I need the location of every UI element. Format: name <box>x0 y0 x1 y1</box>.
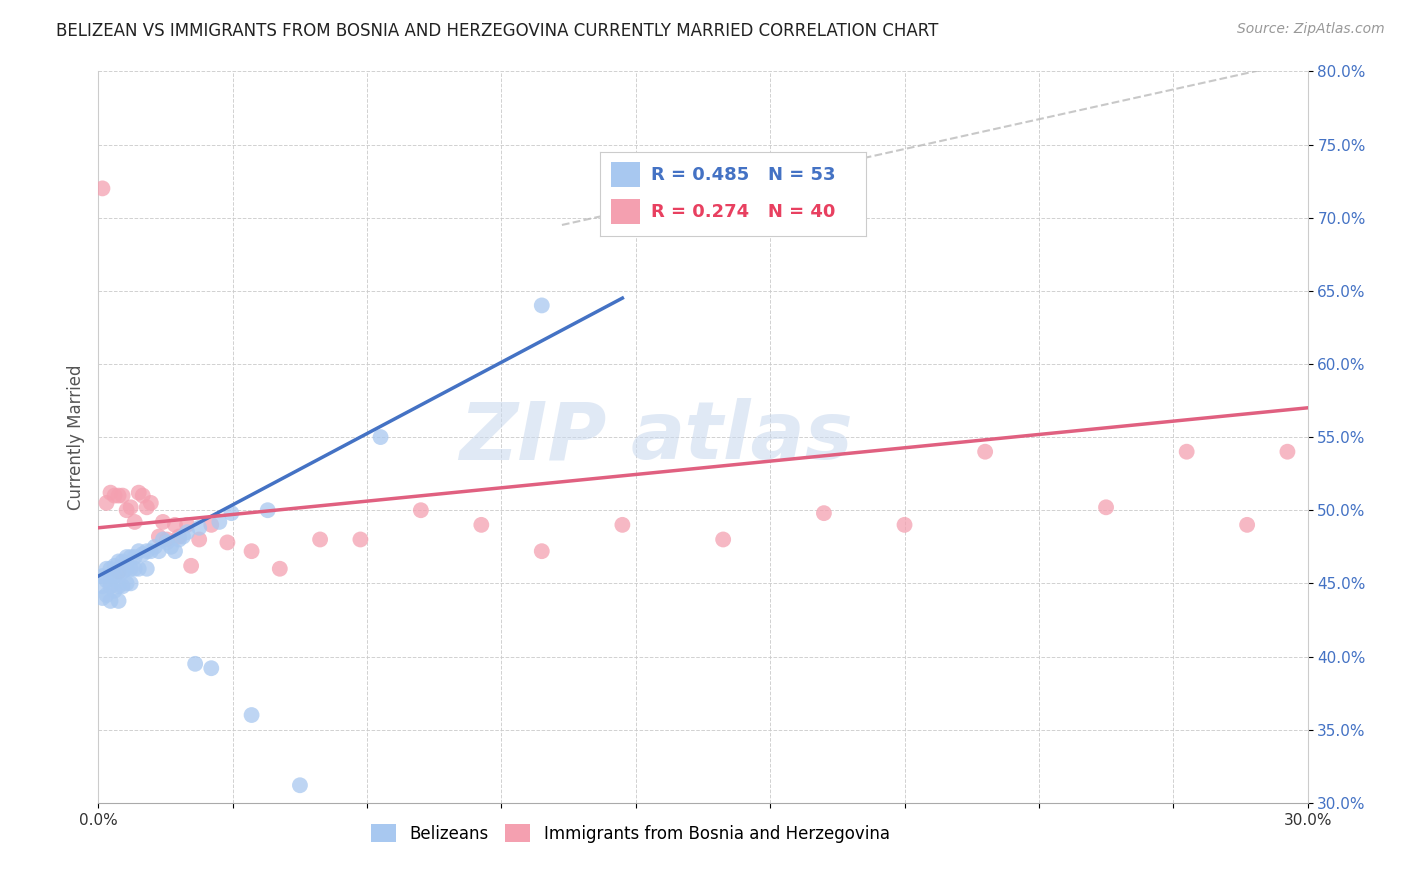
Point <box>221 506 243 520</box>
Point <box>120 576 142 591</box>
Point <box>107 554 129 568</box>
Point <box>107 594 129 608</box>
Point <box>91 591 114 605</box>
Point <box>349 533 371 547</box>
Point <box>107 579 129 593</box>
Point <box>124 549 146 564</box>
Point <box>120 500 142 515</box>
Point <box>200 661 222 675</box>
Point <box>103 489 125 503</box>
Text: Source: ZipAtlas.com: Source: ZipAtlas.com <box>1237 22 1385 37</box>
Point <box>1236 517 1258 532</box>
Point <box>184 657 207 671</box>
Point <box>172 530 194 544</box>
Point <box>188 521 211 535</box>
Point <box>217 535 239 549</box>
Point <box>530 298 553 312</box>
Point <box>893 517 915 532</box>
Point <box>120 562 142 576</box>
Point <box>96 574 118 588</box>
Point <box>530 544 553 558</box>
Point <box>103 583 125 598</box>
Point <box>208 515 231 529</box>
Point <box>91 579 114 593</box>
Point <box>167 530 190 544</box>
Point <box>163 544 186 558</box>
Point <box>115 549 138 564</box>
Point <box>974 444 997 458</box>
Point <box>115 503 138 517</box>
Point <box>124 515 146 529</box>
Point <box>370 430 392 444</box>
Point <box>409 503 432 517</box>
Point <box>135 562 157 576</box>
Point <box>115 562 138 576</box>
Point <box>1095 500 1118 515</box>
Point <box>240 544 263 558</box>
Y-axis label: Currently Married: Currently Married <box>66 364 84 510</box>
Point <box>111 565 134 579</box>
Point <box>160 540 183 554</box>
Point <box>103 569 125 583</box>
Text: ZIP: ZIP <box>458 398 606 476</box>
Point <box>128 485 150 500</box>
Point <box>111 554 134 568</box>
Point <box>1175 444 1198 458</box>
Point <box>176 525 198 540</box>
Point <box>148 530 170 544</box>
Point <box>163 517 186 532</box>
Point <box>256 503 278 517</box>
Point <box>1277 444 1299 458</box>
Point <box>115 576 138 591</box>
Text: atlas: atlas <box>630 398 853 476</box>
Point <box>120 549 142 564</box>
Point <box>176 517 198 532</box>
Point <box>288 778 311 792</box>
Point <box>124 562 146 576</box>
Point <box>813 506 835 520</box>
Point <box>711 533 734 547</box>
Point <box>100 485 122 500</box>
Point <box>135 500 157 515</box>
Point <box>100 579 122 593</box>
Point <box>152 533 174 547</box>
Point <box>91 181 114 195</box>
Point <box>188 533 211 547</box>
Point <box>96 588 118 602</box>
Point <box>111 489 134 503</box>
Point <box>135 544 157 558</box>
Point <box>132 489 155 503</box>
Point <box>96 496 118 510</box>
Text: BELIZEAN VS IMMIGRANTS FROM BOSNIA AND HERZEGOVINA CURRENTLY MARRIED CORRELATION: BELIZEAN VS IMMIGRANTS FROM BOSNIA AND H… <box>56 22 939 40</box>
Point <box>200 517 222 532</box>
Point <box>128 562 150 576</box>
Point <box>128 544 150 558</box>
Point <box>139 496 162 510</box>
Point <box>103 558 125 573</box>
Point <box>139 544 162 558</box>
Point <box>470 517 492 532</box>
Legend: Belizeans, Immigrants from Bosnia and Herzegovina: Belizeans, Immigrants from Bosnia and He… <box>364 818 897 849</box>
Point <box>152 515 174 529</box>
Point <box>612 517 634 532</box>
Point <box>132 547 155 561</box>
Point <box>269 562 291 576</box>
Point <box>107 489 129 503</box>
Point <box>100 594 122 608</box>
Point <box>143 540 166 554</box>
Point <box>91 569 114 583</box>
Point <box>240 708 263 723</box>
Point <box>107 565 129 579</box>
Point <box>156 533 179 547</box>
Point <box>111 579 134 593</box>
Point <box>100 562 122 576</box>
Point <box>156 535 179 549</box>
Point <box>107 565 129 579</box>
Point <box>100 569 122 583</box>
Point <box>167 533 190 547</box>
Point <box>309 533 332 547</box>
Point <box>148 544 170 558</box>
Point <box>96 562 118 576</box>
Point <box>180 558 202 573</box>
